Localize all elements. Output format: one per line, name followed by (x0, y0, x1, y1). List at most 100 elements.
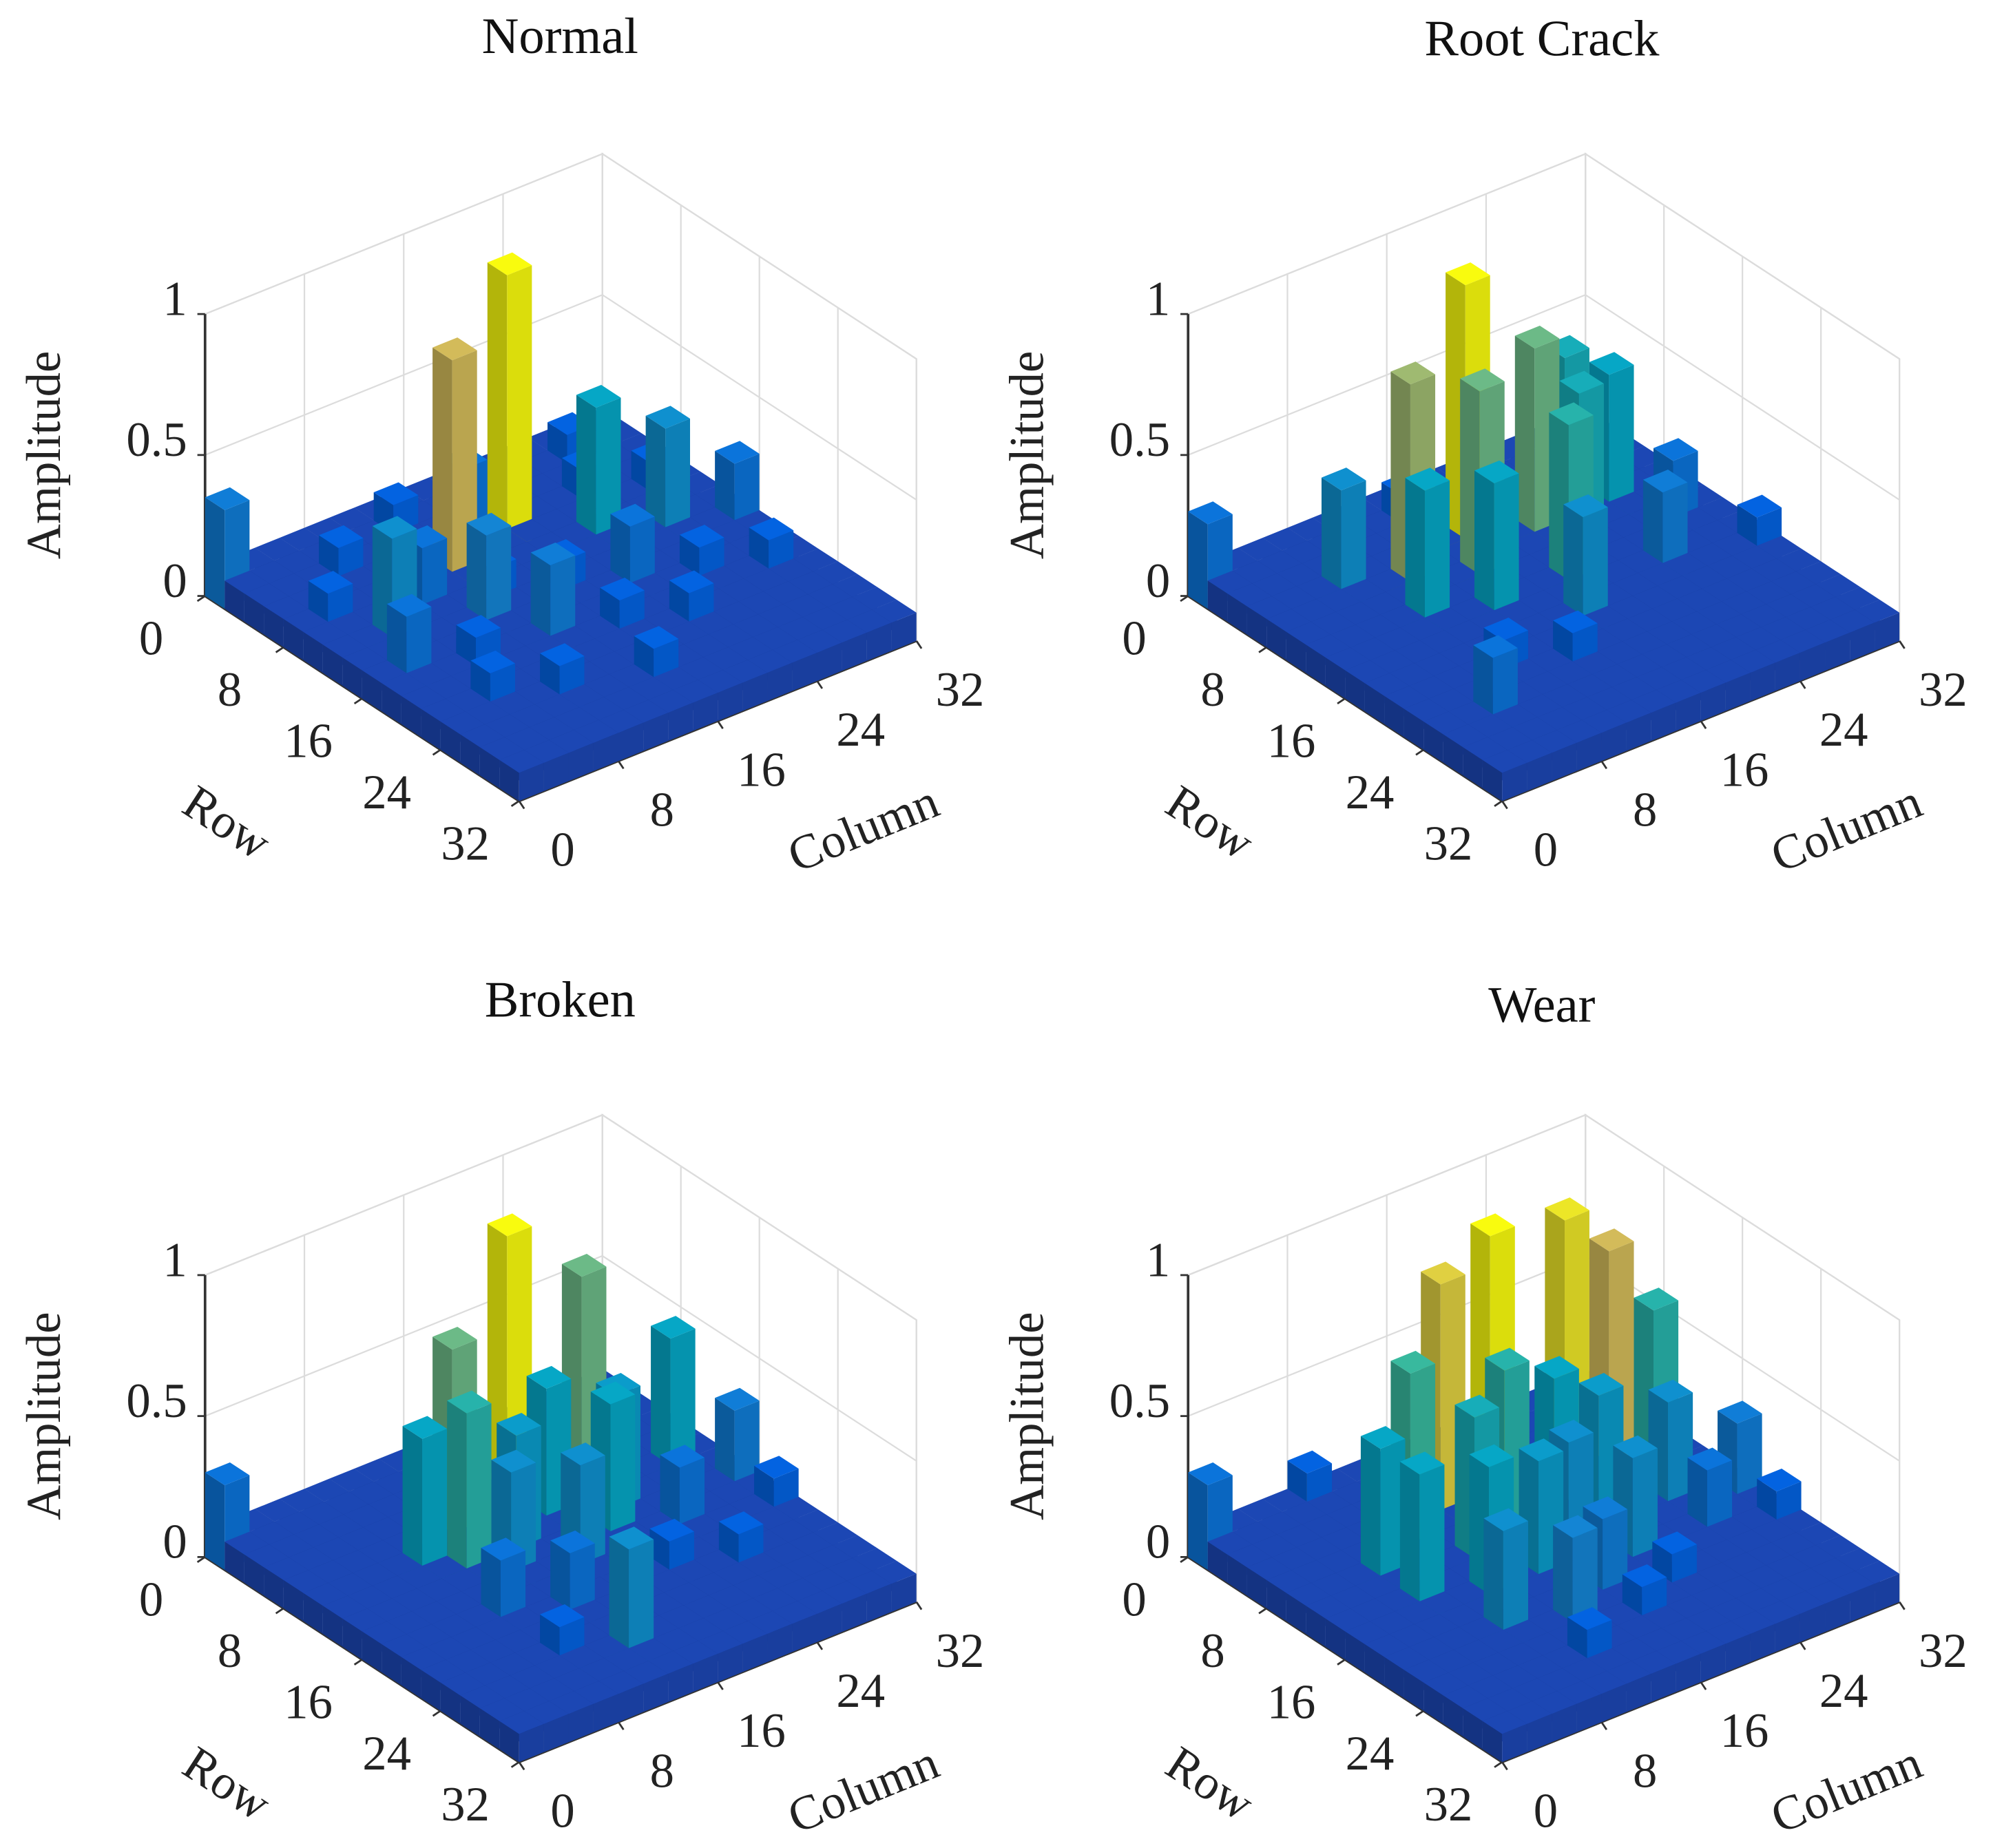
tick-mark (816, 1641, 824, 1650)
bar-top-face (718, 578, 764, 602)
bar-top-face (1246, 596, 1292, 620)
bar-top-face (1556, 720, 1602, 743)
y-tick-label: 32 (441, 1778, 490, 1831)
y-tick-label: 32 (1424, 1778, 1473, 1831)
bar-top-face (530, 542, 576, 566)
bar-top-face (348, 1481, 394, 1504)
bar-top-face (1357, 510, 1401, 534)
x-tick-label: 16 (1720, 743, 1769, 797)
bar-top-face (679, 525, 724, 548)
bar-top-face (1647, 621, 1692, 644)
bar-front-face (519, 762, 544, 801)
bar-front-face (718, 682, 743, 722)
bar-top-face (1707, 556, 1752, 579)
bar-top-face (1667, 634, 1711, 658)
bar-top-face (610, 503, 655, 527)
bar-top-face (1810, 597, 1855, 620)
tick-mark (717, 720, 724, 729)
bar-front-face (568, 742, 594, 781)
bar-top-face (689, 611, 733, 635)
bar-top-face (673, 680, 718, 703)
tick-mark (1600, 760, 1608, 770)
bar-top-face (550, 625, 595, 649)
x-tick-label: 0 (550, 823, 574, 877)
bar-top-face (1622, 631, 1667, 655)
bar-top-face (324, 1491, 369, 1515)
bar-top-face (827, 1557, 873, 1581)
bar-top-face (651, 1316, 696, 1339)
bar-top-face (827, 597, 873, 620)
bar-top-face (1671, 611, 1717, 635)
bar-top-face (1350, 637, 1395, 660)
bar-top-face (778, 617, 823, 640)
y-tick-label: 0 (139, 612, 163, 666)
bar-left-face (421, 708, 441, 750)
x-tick-label: 16 (1720, 1704, 1769, 1758)
bar-top-face (660, 1445, 705, 1468)
bar-top-face (1581, 710, 1627, 733)
bar-top-face (386, 594, 432, 617)
bar-top-face (1553, 610, 1598, 633)
tick-mark (518, 1761, 525, 1771)
bar-top-face (1662, 553, 1707, 576)
bar-top-face (499, 750, 544, 773)
bar-top-face (347, 624, 393, 648)
bar-top-face (1592, 664, 1637, 687)
bar-top-face (1341, 578, 1386, 602)
bar-top-face (363, 1517, 408, 1540)
x-tick-label: 32 (936, 1624, 985, 1678)
bar-top-face (1306, 634, 1350, 658)
tick-mark (1501, 1761, 1508, 1771)
bar-top-face (1423, 711, 1468, 735)
x-axis-label: Column (780, 1736, 946, 1845)
bar-top-face (1360, 591, 1406, 615)
bar-left-face (1364, 683, 1385, 724)
bar-top-face (254, 1498, 300, 1522)
bar-top-face (1559, 370, 1604, 394)
bar-top-face (793, 1509, 838, 1533)
bar-front-face (1676, 693, 1701, 731)
bar-front-face (842, 632, 867, 671)
bar-top-face (561, 1442, 605, 1466)
bar-front-face (668, 702, 693, 742)
y-tick-label: 16 (284, 1675, 333, 1729)
bar-top-face (1514, 326, 1560, 349)
bar-top-face (1652, 598, 1697, 622)
bar-top-face (319, 525, 364, 548)
bar-top-face (648, 689, 693, 713)
bar-top-face (852, 1548, 897, 1571)
z-tick-label: 0.5 (126, 413, 187, 467)
bar-top-face (1460, 368, 1505, 392)
bar-top-face (1627, 608, 1672, 632)
bar-top-face (269, 1534, 314, 1557)
y-tick-label: 16 (1267, 1675, 1316, 1729)
tick-mark (1258, 646, 1267, 653)
z-tick-label: 0.5 (1109, 1374, 1170, 1428)
bar-top-face (1448, 701, 1493, 725)
bar-left-face (283, 619, 304, 660)
bar-top-face (534, 694, 580, 717)
bar-top-face (1524, 567, 1569, 591)
bar-top-face (342, 647, 387, 671)
bar-top-face (733, 614, 778, 638)
bar-top-face (1603, 618, 1647, 642)
bar-left-face (1207, 580, 1228, 622)
bar-top-face (329, 1469, 374, 1492)
z-tick-label: 1 (1146, 1233, 1170, 1287)
bar-top-face (1618, 550, 1663, 574)
panel: Normal 0 8 16 24 32 0 8 16 24 32 0 0.5 1 Row Column Ampl… (17, 8, 984, 883)
bar (1474, 460, 1519, 639)
bar-left-face (1463, 747, 1483, 788)
bar-top-face (1188, 501, 1233, 525)
tick-mark (432, 1710, 441, 1717)
x-tick-label: 16 (737, 743, 786, 797)
bar-top-face (1238, 538, 1282, 561)
bar-front-face (1494, 473, 1519, 639)
x-axis-label: Column (1764, 775, 1930, 883)
bar-front-face (1825, 632, 1850, 671)
bar-top-face (1603, 514, 1649, 538)
bar-left-face (1443, 734, 1463, 776)
bar-top-face (510, 704, 554, 728)
tick-mark (510, 1761, 520, 1768)
